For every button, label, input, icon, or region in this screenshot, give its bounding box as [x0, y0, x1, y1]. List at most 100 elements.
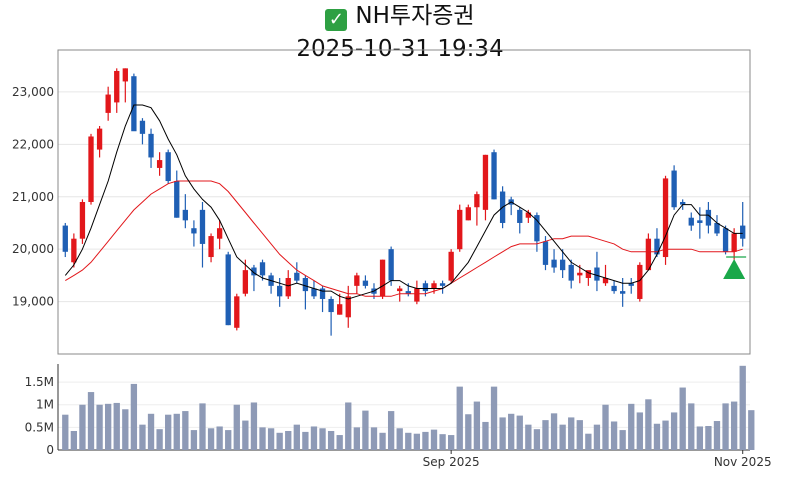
candle-body — [637, 264, 643, 299]
volume-bar — [465, 414, 472, 450]
candle-body — [474, 194, 480, 208]
x-tick-label: Sep 2025 — [423, 455, 480, 469]
volume-bar — [670, 412, 678, 450]
candle-body — [697, 220, 703, 223]
candle-body — [294, 272, 300, 281]
volume-bar — [130, 383, 138, 450]
candle-body — [525, 212, 531, 218]
volume-bar — [87, 392, 95, 450]
volume-bar — [568, 417, 575, 450]
candle-body — [680, 202, 686, 205]
candle-body — [542, 241, 549, 265]
candle-body — [311, 288, 317, 297]
volume-bar — [199, 403, 206, 450]
volume-bar — [490, 386, 498, 450]
volume-bar — [345, 402, 352, 450]
price-tick-label: 19,000 — [12, 295, 54, 309]
candle-body — [517, 209, 523, 223]
candle-body — [216, 228, 223, 239]
volume-bar — [405, 432, 412, 450]
candle-body — [405, 291, 411, 294]
volume-bar — [482, 421, 489, 450]
check-mark-icon: ✓ — [325, 9, 348, 31]
candle-body — [277, 285, 283, 297]
volume-bar — [628, 403, 635, 450]
candle-body — [611, 285, 617, 292]
candle-body — [422, 283, 429, 292]
volume-bar — [302, 431, 309, 450]
candle-body — [722, 228, 729, 252]
candle-body — [662, 178, 669, 258]
volume-bar — [79, 404, 86, 450]
volume-bar — [182, 411, 189, 450]
volume-bar — [147, 413, 155, 450]
volume-bar — [722, 403, 729, 450]
candle-body — [731, 233, 737, 252]
candle-body — [79, 202, 86, 239]
candle-body — [208, 236, 214, 258]
ma5-line — [64, 104, 743, 300]
candle-body — [465, 207, 471, 221]
candle-body — [645, 238, 652, 271]
candle-body — [585, 270, 592, 278]
price-grid — [58, 91, 750, 303]
candle-body — [431, 283, 437, 289]
volume-bar — [370, 427, 378, 450]
candle-body — [714, 222, 720, 234]
candle-body — [457, 209, 463, 250]
candle-body — [199, 209, 206, 244]
candle-body — [705, 209, 712, 226]
candle-body — [302, 278, 309, 292]
volume-grid — [57, 364, 750, 451]
candle-body — [122, 68, 128, 82]
volume-bar — [327, 430, 335, 450]
volume-bar — [190, 430, 198, 450]
chart-subtitle: 2025-10-31 19:34 — [296, 36, 504, 62]
candle-body — [139, 120, 146, 134]
candle-body — [62, 225, 68, 252]
candle-body — [131, 76, 137, 132]
volume-bar — [319, 428, 326, 450]
candle-body — [242, 270, 249, 294]
candle-body — [225, 254, 231, 326]
candle-body — [234, 296, 240, 328]
volume-bar — [413, 433, 421, 450]
volume-bar — [610, 421, 618, 450]
moving-averages — [64, 104, 743, 300]
volume-bar — [396, 428, 403, 450]
volume-bar — [533, 429, 541, 450]
candle-body — [559, 259, 566, 271]
candle-body — [671, 170, 677, 208]
candle-body — [688, 217, 694, 226]
volume-bar — [242, 420, 249, 450]
candle-body — [182, 209, 188, 221]
buy-signal-triangle — [723, 259, 746, 280]
volume-bar — [207, 428, 215, 450]
x-tick-label: Nov 2025 — [714, 455, 772, 469]
candle-body — [259, 262, 266, 276]
volume-bar — [267, 428, 275, 450]
candle-body — [654, 238, 660, 255]
candle-body — [71, 238, 77, 263]
price-plot-frame — [57, 49, 751, 355]
candle-body — [491, 152, 497, 200]
ma20-line — [65, 180, 743, 297]
signal-marker — [723, 256, 747, 280]
volume-bar — [593, 424, 601, 450]
volume-bar — [139, 424, 146, 450]
candle-body — [174, 181, 180, 218]
volume-bar — [645, 399, 652, 450]
volume-bar — [585, 433, 592, 450]
price-tick-label: 22,000 — [12, 137, 54, 151]
volume-bar — [113, 402, 120, 450]
volume-bar — [216, 426, 223, 450]
candle-body — [319, 288, 326, 299]
candle-body — [568, 264, 574, 281]
volume-bar — [173, 413, 180, 450]
candle-body — [414, 288, 420, 302]
volume-bar — [336, 435, 343, 450]
volume-bar — [542, 420, 549, 450]
volume-bar — [250, 402, 258, 450]
volume-bar — [636, 412, 643, 450]
volume-bar — [516, 415, 523, 450]
